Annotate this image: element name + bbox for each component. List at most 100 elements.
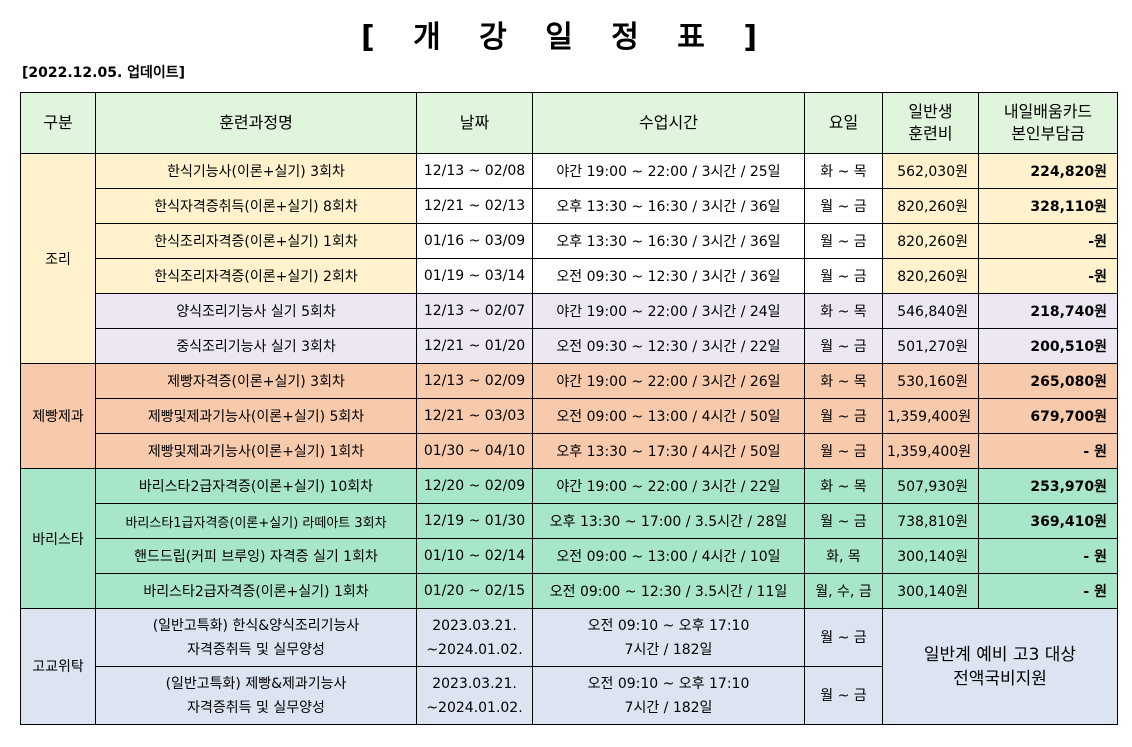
course-time: 오후 13:30 ~ 16:30 / 3시간 / 36일 — [532, 223, 805, 259]
hs-course-line2: 자격증취득 및 실무양성 — [187, 641, 325, 658]
table-row: 제빵및제과기능사(이론+실기) 5회차 12/21 ~ 03/03 오전 09:… — [21, 398, 1118, 434]
course-card: 369,410원 — [978, 503, 1118, 539]
course-name: 바리스타1급자격증(이론+실기) 라떼아트 3회차 — [95, 503, 417, 539]
course-card: -원 — [978, 223, 1118, 259]
header-category: 구분 — [20, 92, 96, 154]
group-cooking: 조리 — [20, 153, 96, 364]
table-row: 제빵및제과기능사(이론+실기) 1회차 01/30 ~ 04/10 오후 13:… — [21, 433, 1118, 469]
course-card: - 원 — [978, 538, 1118, 574]
header-card-line1: 내일배움카드 — [1003, 102, 1093, 121]
course-date: 01/20 ~ 02/15 — [416, 573, 533, 609]
hs-date-line2: ~2024.01.02. — [426, 699, 523, 716]
group-barista: 바리스타 — [20, 468, 96, 609]
hs-course-line2: 자격증취득 및 실무양성 — [187, 699, 325, 716]
course-fee: 300,140원 — [882, 538, 979, 574]
hs-note-line2: 전액국비지원 — [953, 668, 1047, 689]
course-time: 오전 09:00 ~ 13:00 / 4시간 / 10일 — [532, 538, 805, 574]
table-row: 핸드드립(커피 브루잉) 자격증 실기 1회차 01/10 ~ 02/14 오전… — [21, 538, 1118, 574]
course-time: 오전 09:00 ~ 13:00 / 4시간 / 50일 — [532, 398, 805, 434]
course-time: 오전 09:00 ~ 12:30 / 3.5시간 / 11일 — [532, 573, 805, 609]
hs-date: 2023.03.21. ~2024.01.02. — [416, 666, 533, 725]
course-days: 화 ~ 목 — [804, 468, 883, 504]
course-date: 12/21 ~ 03/03 — [416, 398, 533, 434]
course-fee: 530,160원 — [882, 363, 979, 399]
update-date: [2022.12.05. 업데이트] — [22, 65, 186, 81]
hs-note-line1: 일반계 예비 고3 대상 — [923, 644, 1077, 665]
hs-course-line1: (일반고특화) 제빵&제과기능사 — [165, 675, 347, 692]
hs-time: 오전 09:10 ~ 오후 17:10 7시간 / 182일 — [532, 666, 805, 725]
course-fee: 546,840원 — [882, 293, 979, 329]
course-card: 265,080원 — [978, 363, 1118, 399]
group-baking: 제빵제과 — [20, 363, 96, 469]
course-card: 679,700원 — [978, 398, 1118, 434]
course-name: 한식자격증취득(이론+실기) 8회차 — [95, 188, 417, 224]
page-title: [ 개 강 일 정 표 ] — [360, 20, 772, 55]
course-name: 핸드드립(커피 브루잉) 자격증 실기 1회차 — [95, 538, 417, 574]
course-days: 월 ~ 금 — [804, 398, 883, 434]
table-row: 양식조리기능사 실기 5회차 12/13 ~ 02/07 야간 19:00 ~ … — [21, 293, 1118, 329]
course-name: 바리스타2급자격증(이론+실기) 10회차 — [95, 468, 417, 504]
course-date: 12/20 ~ 02/09 — [416, 468, 533, 504]
table-row: 조리 한식기능사(이론+실기) 3회차 12/13 ~ 02/08 야간 19:… — [20, 153, 1118, 364]
course-card: 253,970원 — [978, 468, 1118, 504]
hs-course-line1: (일반고특화) 한식&양식조리기능사 — [152, 617, 360, 634]
course-date: 12/21 ~ 02/13 — [416, 188, 533, 224]
header-days: 요일 — [804, 92, 883, 154]
header-fee-line1: 일반생 — [908, 102, 953, 121]
header-course: 훈련과정명 — [95, 92, 417, 154]
course-fee: 501,270원 — [882, 328, 979, 364]
table-row: 제빵제과 제빵자격증(이론+실기) 3회차 12/13 ~ 02/09 야간 1… — [20, 363, 1118, 469]
table-row: 한식조리자격증(이론+실기) 2회차 01/19 ~ 03/14 오전 09:3… — [21, 258, 1118, 294]
course-days: 화 ~ 목 — [804, 153, 883, 189]
table-row: 바리스타1급자격증(이론+실기) 라떼아트 3회차 12/19 ~ 01/30 … — [21, 503, 1118, 539]
course-name: 제빵및제과기능사(이론+실기) 1회차 — [95, 433, 417, 469]
course-date: 12/21 ~ 01/20 — [416, 328, 533, 364]
hs-time-line2: 7시간 / 182일 — [624, 641, 713, 658]
course-time: 야간 19:00 ~ 22:00 / 3시간 / 26일 — [532, 363, 805, 399]
hs-days: 월 ~ 금 — [804, 666, 883, 725]
course-time: 오전 09:30 ~ 12:30 / 3시간 / 36일 — [532, 258, 805, 294]
header-fee-line2: 훈련비 — [908, 124, 953, 143]
course-card: - 원 — [978, 433, 1118, 469]
course-fee: 1,359,400원 — [882, 398, 979, 434]
course-date: 12/13 ~ 02/08 — [416, 153, 533, 189]
course-card: 218,740원 — [978, 293, 1118, 329]
course-date: 12/19 ~ 01/30 — [416, 503, 533, 539]
hs-time-line1: 오전 09:10 ~ 오후 17:10 — [587, 617, 750, 634]
course-days: 화, 목 — [804, 538, 883, 574]
course-card: -원 — [978, 258, 1118, 294]
course-time: 오후 13:30 ~ 17:30 / 4시간 / 50일 — [532, 433, 805, 469]
course-date: 01/30 ~ 04/10 — [416, 433, 533, 469]
course-time: 야간 19:00 ~ 22:00 / 3시간 / 24일 — [532, 293, 805, 329]
course-time: 야간 19:00 ~ 22:00 / 3시간 / 25일 — [532, 153, 805, 189]
table-row: 바리스타 바리스타2급자격증(이론+실기) 10회차 12/20 ~ 02/09… — [20, 468, 1118, 609]
course-days: 월 ~ 금 — [804, 503, 883, 539]
course-days: 월 ~ 금 — [804, 223, 883, 259]
course-fee: 562,030원 — [882, 153, 979, 189]
group-highschool: 고교위탁 — [20, 608, 96, 725]
course-name: 바리스타2급자격증(이론+실기) 1회차 — [95, 573, 417, 609]
header-date: 날짜 — [416, 92, 533, 154]
hs-date-line1: 2023.03.21. — [432, 675, 517, 692]
course-days: 화 ~ 목 — [804, 363, 883, 399]
hs-time-line2: 7시간 / 182일 — [624, 699, 713, 716]
course-card: - 원 — [978, 573, 1118, 609]
course-days: 월 ~ 금 — [804, 258, 883, 294]
header-time: 수업시간 — [532, 92, 805, 154]
course-name: 한식조리자격증(이론+실기) 1회차 — [95, 223, 417, 259]
header-row: 구분 훈련과정명 날짜 수업시간 요일 일반생 훈련비 내일배움카드 본인부담금 — [20, 92, 1118, 154]
course-days: 월 ~ 금 — [804, 433, 883, 469]
course-card: 328,110원 — [978, 188, 1118, 224]
course-time: 야간 19:00 ~ 22:00 / 3시간 / 22일 — [532, 468, 805, 504]
course-days: 월 ~ 금 — [804, 188, 883, 224]
hs-date: 2023.03.21. ~2024.01.02. — [416, 608, 533, 667]
course-name: 한식조리자격증(이론+실기) 2회차 — [95, 258, 417, 294]
hs-time: 오전 09:10 ~ 오후 17:10 7시간 / 182일 — [532, 608, 805, 667]
course-fee: 820,260원 — [882, 223, 979, 259]
course-fee: 738,810원 — [882, 503, 979, 539]
course-date: 12/13 ~ 02/09 — [416, 363, 533, 399]
course-days: 월, 수, 금 — [804, 573, 883, 609]
